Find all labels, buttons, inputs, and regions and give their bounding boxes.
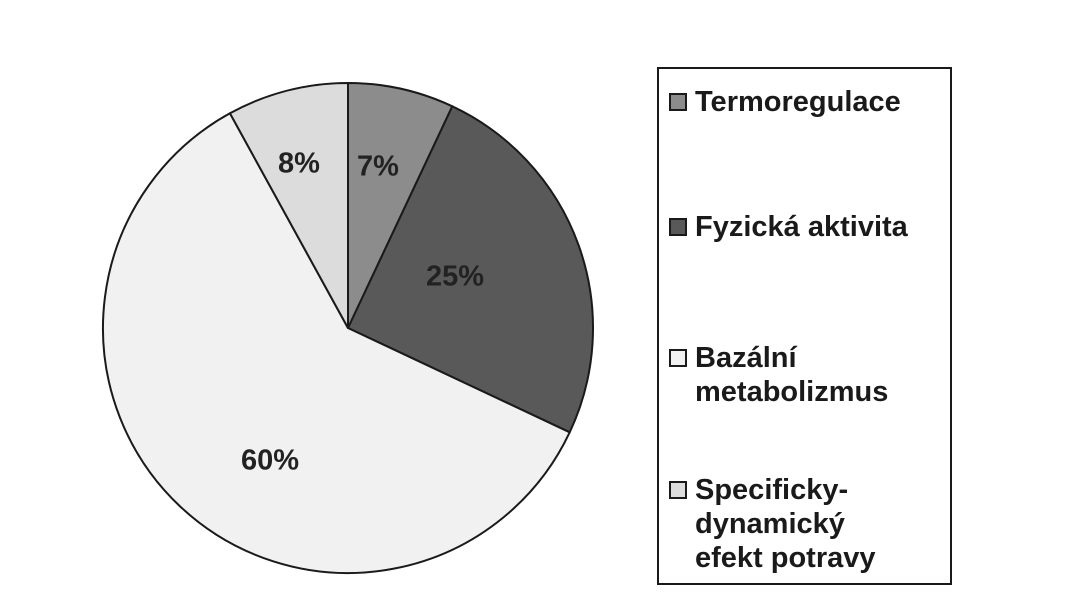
- legend-item-termoregulace: Termoregulace: [669, 85, 935, 119]
- legend-swatch: [669, 218, 687, 236]
- legend-swatch: [669, 481, 687, 499]
- pie-slice-1: [347, 82, 454, 329]
- legend-label: Bazální metabolizmus: [695, 342, 889, 408]
- legend-label: Specificky-dynamický efekt potravy: [695, 474, 876, 574]
- pie-slice-2: [347, 105, 594, 434]
- legend-label: Termoregulace: [695, 86, 901, 118]
- legend-item-bazalni-metabolizmus: Bazální metabolizmus: [669, 341, 925, 409]
- slice-value-label: 8%: [278, 148, 320, 180]
- slice-value-label: 60%: [241, 445, 299, 477]
- legend-item-fyzicka-aktivita: Fyzická aktivita: [669, 210, 935, 244]
- slice-value-label: 25%: [426, 261, 484, 293]
- legend-swatch: [669, 93, 687, 111]
- pie-slice-3: [102, 112, 571, 574]
- pie-slice-4: [228, 82, 349, 329]
- legend-label: Fyzická aktivita: [695, 211, 908, 243]
- legend: Termoregulace Fyzická aktivita Bazální m…: [657, 67, 952, 585]
- legend-swatch: [669, 349, 687, 367]
- legend-item-specificky-dynamicky-efekt-potravy: Specificky-dynamický efekt potravy: [669, 473, 910, 575]
- slice-value-label: 7%: [357, 151, 399, 183]
